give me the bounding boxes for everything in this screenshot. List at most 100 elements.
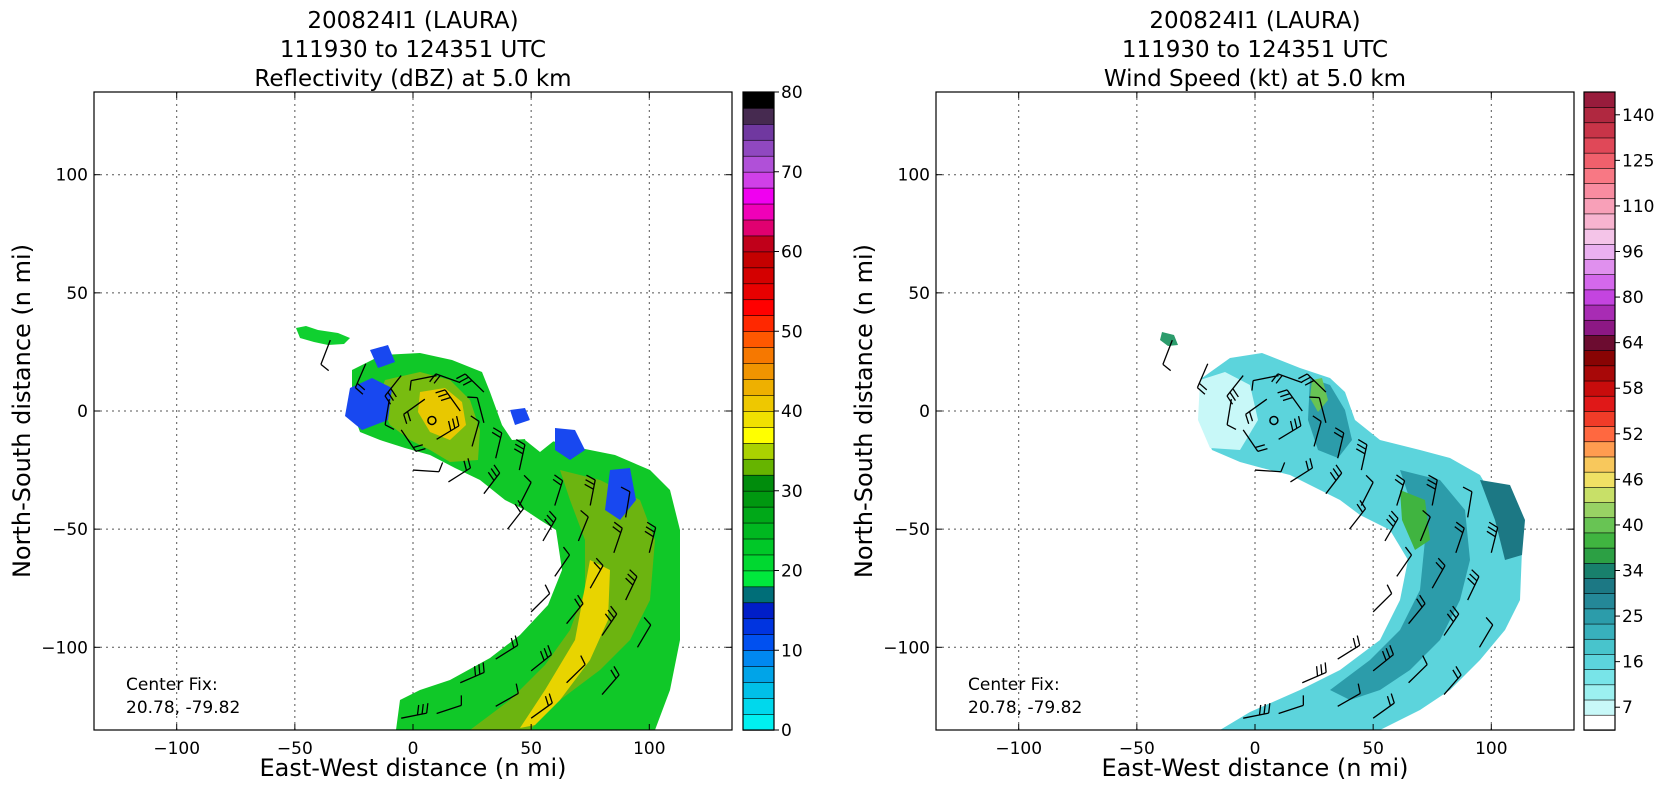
wind-barb bbox=[601, 666, 620, 695]
colorbar-tick-label: 40 bbox=[1622, 516, 1644, 536]
center-fix-coords: 20.78, -79.82 bbox=[126, 698, 240, 718]
colorbar-swatch bbox=[1583, 91, 1616, 108]
wind-barb bbox=[566, 594, 584, 625]
colorbar-swatch bbox=[742, 155, 775, 173]
chart-title-line-3: Wind Speed (kt) at 5.0 km bbox=[1104, 66, 1406, 92]
colorbar-swatch bbox=[742, 219, 775, 237]
colorbar-swatch bbox=[742, 474, 775, 492]
chart-title-line-3: Reflectivity (dBZ) at 5.0 km bbox=[254, 66, 571, 92]
wind-barb bbox=[1196, 363, 1209, 395]
colorbar-swatch bbox=[1583, 699, 1616, 716]
wind-barb bbox=[467, 396, 485, 423]
colorbar-swatch bbox=[1583, 532, 1616, 549]
colorbar-swatch bbox=[742, 442, 775, 460]
chart-title-line-2: 111930 to 124351 UTC bbox=[280, 37, 546, 63]
colorbar-swatch bbox=[1583, 501, 1616, 519]
wind-barb bbox=[1355, 439, 1368, 471]
colorbar-swatch bbox=[1583, 349, 1616, 367]
axis-ticks: −100 −50 0 50 100 −100 −50 0 50 100 bbox=[41, 92, 732, 759]
colorbar-tick-label: 34 bbox=[1622, 562, 1644, 582]
wind-barbs bbox=[1162, 339, 1499, 719]
x-tick-label: −50 bbox=[1119, 739, 1155, 759]
y-axis-label: North-South distance (n mi) bbox=[8, 244, 36, 578]
colorbar-wind-speed: 7 16 25 34 40 46 52 58 64 80 96 110 125 140 bbox=[1583, 91, 1654, 731]
wind-barb bbox=[577, 509, 589, 542]
colorbar-swatch bbox=[742, 665, 775, 683]
colorbar-swatch bbox=[1583, 623, 1616, 640]
colorbar-tick-label: 64 bbox=[1622, 334, 1644, 354]
colorbar-swatch bbox=[1583, 486, 1616, 503]
colorbar-swatch bbox=[1583, 425, 1616, 443]
colorbar-tick-label: 7 bbox=[1622, 698, 1633, 718]
colorbar-tick-label: 110 bbox=[1622, 197, 1654, 217]
colorbar-swatch bbox=[1583, 228, 1616, 245]
y-tick-label: −50 bbox=[894, 520, 930, 540]
colorbar-tick-label: 140 bbox=[1622, 106, 1654, 126]
colorbar-swatch bbox=[1583, 517, 1616, 534]
y-tick-label: 50 bbox=[908, 284, 930, 304]
colorbar-tick-label: 40 bbox=[781, 402, 803, 422]
x-tick-label: 100 bbox=[633, 739, 665, 759]
echo-spiral-core bbox=[520, 560, 610, 728]
wind-barb bbox=[1384, 510, 1399, 542]
colorbar-tick-label: 80 bbox=[1622, 288, 1644, 308]
colorbar-tick-label: 30 bbox=[781, 482, 803, 502]
colorbar-swatch bbox=[742, 633, 775, 651]
colorbar-swatch bbox=[742, 522, 775, 540]
colorbar-swatch bbox=[742, 314, 775, 332]
x-tick-label: −100 bbox=[153, 739, 200, 759]
colorbar-swatch bbox=[1583, 653, 1616, 670]
wind-green-patch bbox=[1310, 378, 1328, 412]
colorbar-tick-label: 70 bbox=[781, 163, 803, 183]
wind-barb bbox=[636, 616, 652, 648]
echo-spiral-arm bbox=[470, 470, 655, 730]
colorbar-swatch bbox=[742, 139, 775, 157]
wind-barb bbox=[518, 474, 532, 506]
wind-barb bbox=[384, 375, 402, 405]
wind-barb bbox=[1478, 616, 1494, 648]
wind-barb bbox=[1245, 398, 1268, 425]
colorbar-swatch bbox=[1583, 668, 1616, 686]
colorbar-swatch bbox=[1583, 122, 1616, 139]
colorbar-tick-label: 80 bbox=[781, 83, 803, 103]
echo-clear-ring bbox=[525, 410, 555, 452]
wind-north-fragment bbox=[1160, 332, 1178, 346]
center-fix-coords: 20.78, -79.82 bbox=[968, 698, 1082, 718]
colorbar-swatch bbox=[1583, 380, 1616, 397]
colorbar-swatch bbox=[742, 713, 775, 731]
wind-barb bbox=[354, 363, 367, 395]
wind-barb bbox=[542, 510, 557, 542]
wind-east-lobe bbox=[1480, 480, 1525, 560]
wind-barb bbox=[1408, 594, 1426, 625]
wind-barb bbox=[1419, 509, 1431, 542]
colorbar-swatch bbox=[1583, 137, 1616, 154]
wind-barb bbox=[1242, 429, 1268, 453]
colorbar-swatch bbox=[1583, 395, 1616, 412]
wind-barb bbox=[1302, 662, 1327, 684]
wind-barb bbox=[435, 389, 461, 412]
wind-barb bbox=[1333, 427, 1345, 459]
wind-barb bbox=[401, 703, 429, 719]
storm-center-marker bbox=[427, 415, 437, 426]
wind-barb bbox=[612, 521, 623, 553]
colorbar-swatch bbox=[1583, 577, 1616, 594]
wind-barb bbox=[1312, 415, 1322, 447]
colorbar-swatch bbox=[742, 697, 775, 715]
wind-barb bbox=[1426, 474, 1438, 506]
colorbar-swatch bbox=[742, 378, 775, 396]
wind-barb bbox=[1309, 396, 1327, 423]
wind-barb bbox=[1467, 569, 1480, 601]
colorbar-swatch bbox=[742, 203, 775, 221]
colorbar-swatch bbox=[742, 267, 775, 285]
wind-barb bbox=[412, 462, 444, 473]
colorbar-swatch bbox=[1583, 106, 1616, 124]
wind-barb bbox=[625, 569, 638, 601]
colorbar-swatch bbox=[1583, 714, 1616, 731]
colorbar-swatch bbox=[1583, 258, 1616, 275]
wind-barb bbox=[456, 373, 485, 393]
colorbar-reflectivity: 0 10 20 30 40 50 60 70 80 bbox=[742, 83, 803, 741]
chart-title-line-2: 111930 to 124351 UTC bbox=[1122, 37, 1388, 63]
wind-barb bbox=[620, 486, 631, 518]
wind-barb bbox=[1431, 557, 1446, 589]
colorbar-swatch bbox=[742, 394, 775, 412]
